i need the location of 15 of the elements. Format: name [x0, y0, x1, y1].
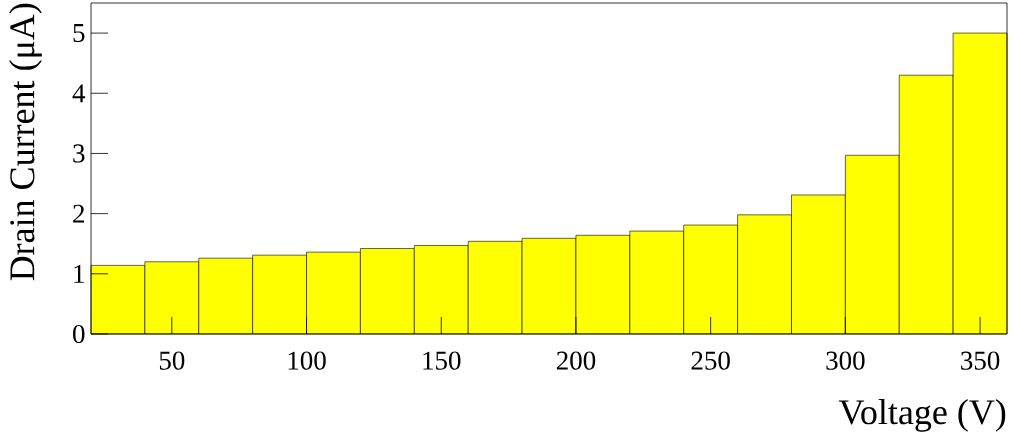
y-tick-label: 4: [72, 84, 86, 103]
y-tick-label: 1: [74, 264, 84, 283]
x-tick-label: 150: [423, 351, 461, 370]
y-axis-title: Drain Current (μA): [9, 3, 42, 281]
x-tick-label: 250: [691, 351, 730, 370]
y-tick-label: 5: [73, 24, 85, 43]
x-tick-label: 100: [288, 351, 326, 370]
x-tick-label: 350: [961, 351, 1000, 370]
x-tick-label: 50: [159, 351, 185, 370]
y-tick-label: 3: [73, 144, 85, 163]
y-tick-label: 0: [73, 324, 85, 344]
x-tick-label: 200: [556, 351, 596, 370]
x-tick-label: 300: [826, 351, 865, 370]
y-tick-label: 2: [73, 204, 85, 223]
x-axis-title: Voltage (V): [838, 399, 1006, 432]
